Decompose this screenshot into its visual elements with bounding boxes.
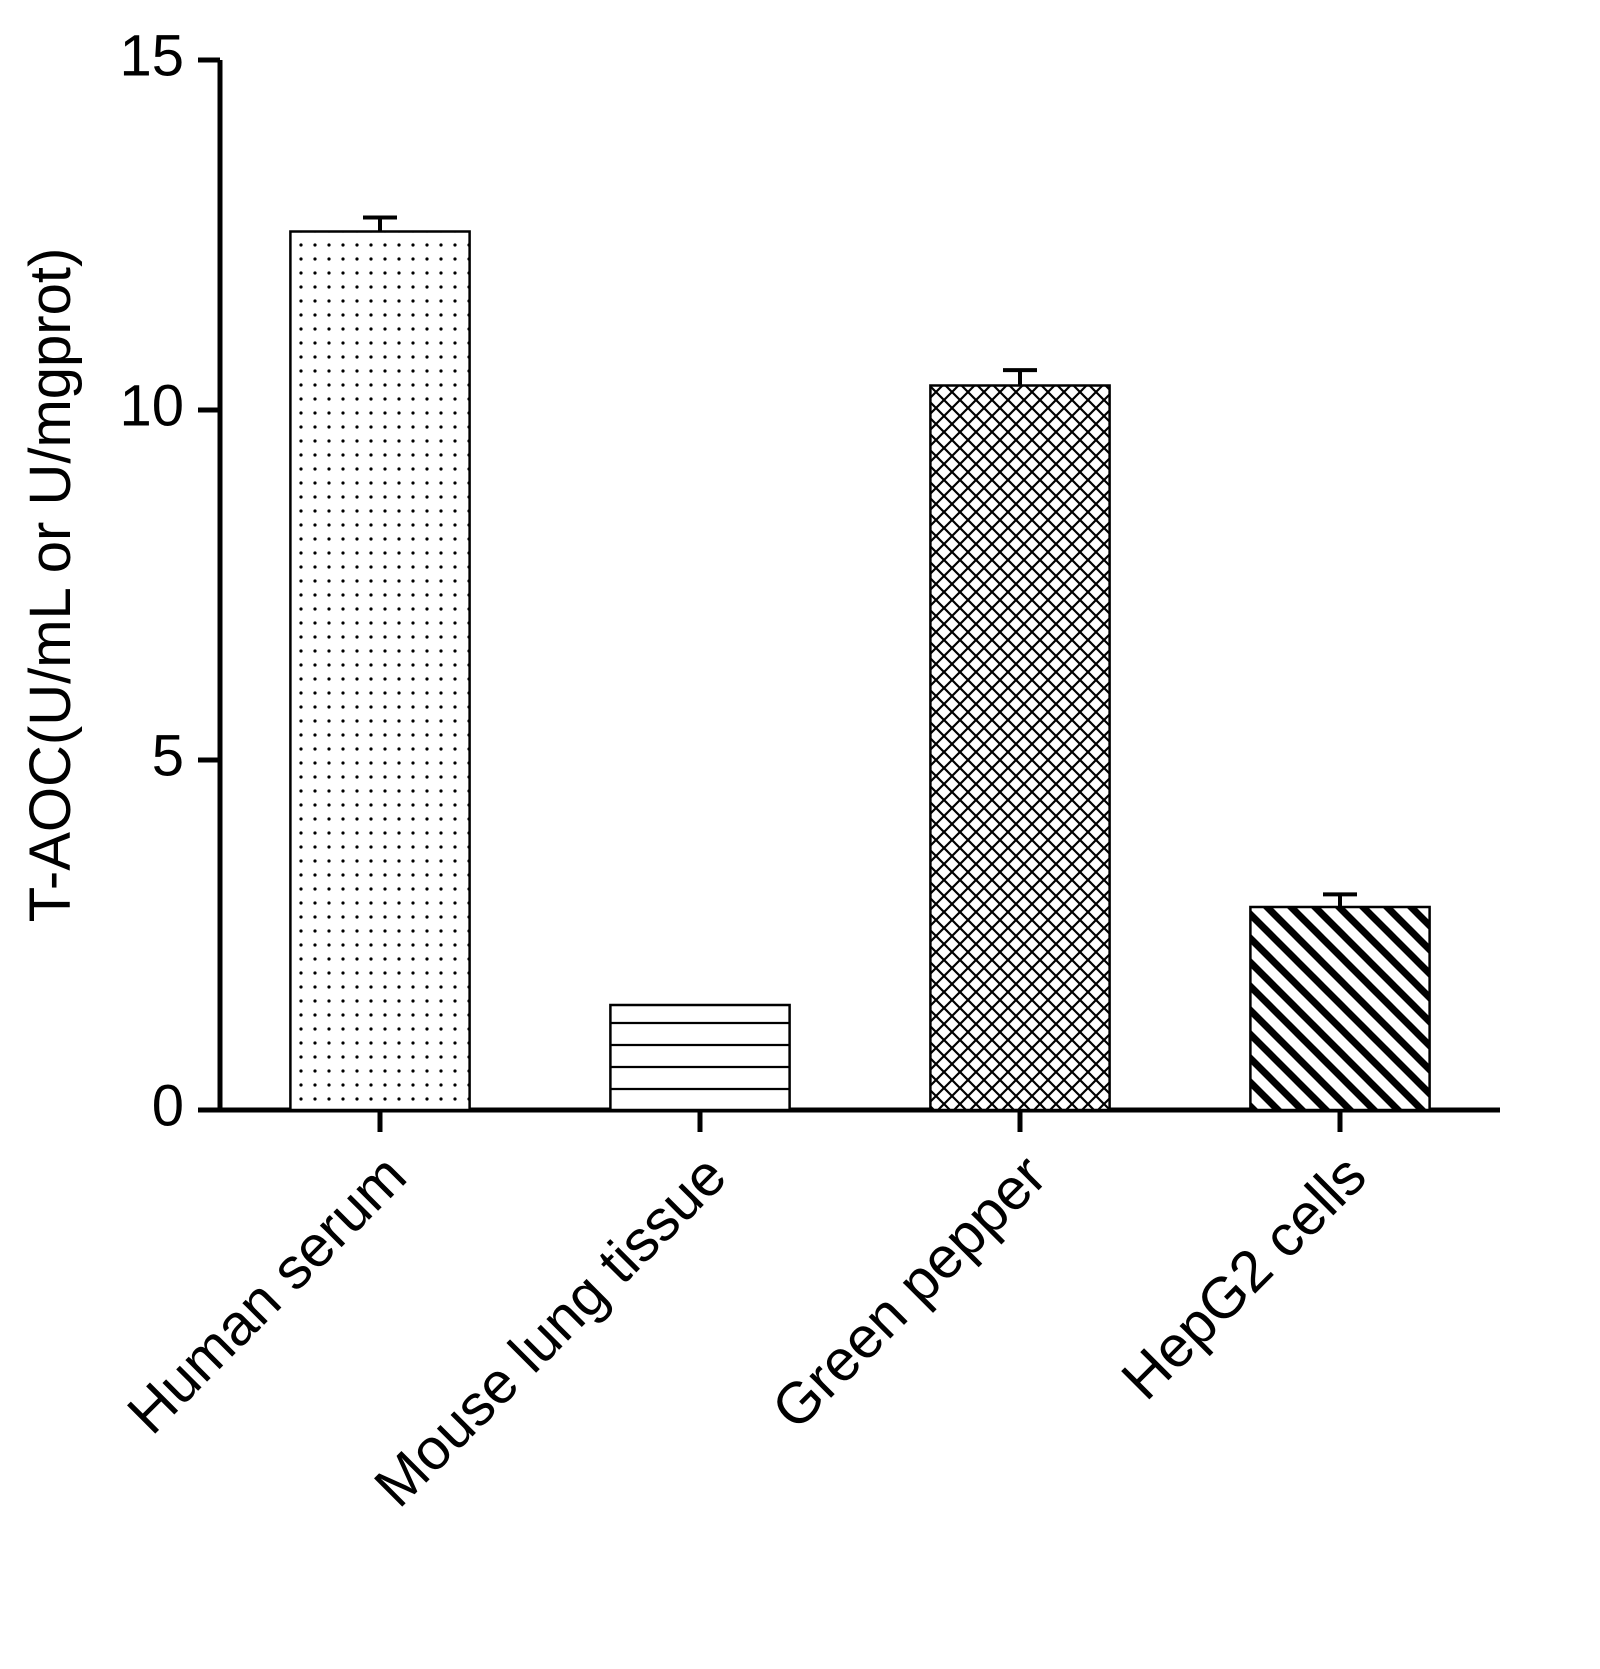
y-tick-label: 0 <box>152 1073 184 1138</box>
y-tick-label: 5 <box>152 723 184 788</box>
x-tick-label: Green pepper <box>760 1143 1059 1442</box>
bar <box>930 386 1109 1111</box>
chart-container: 0 5 10 15 T-AOC(U/mL or U/mgprot) Human serum… <box>0 0 1600 1669</box>
x-tick-label: Human serum <box>115 1143 419 1447</box>
bar <box>290 232 469 1111</box>
bar <box>1250 907 1429 1110</box>
x-tick-label: Mouse lung tissue <box>362 1143 739 1520</box>
y-tick-label: 10 <box>119 373 184 438</box>
y-tick-label: 15 <box>119 23 184 88</box>
bar-chart: 0 5 10 15 T-AOC(U/mL or U/mgprot) Human serum… <box>0 0 1600 1669</box>
y-axis-label: T-AOC(U/mL or U/mgprot) <box>18 248 83 923</box>
x-tick-label: HepG2 cells <box>1109 1143 1378 1412</box>
bar <box>610 1005 789 1110</box>
